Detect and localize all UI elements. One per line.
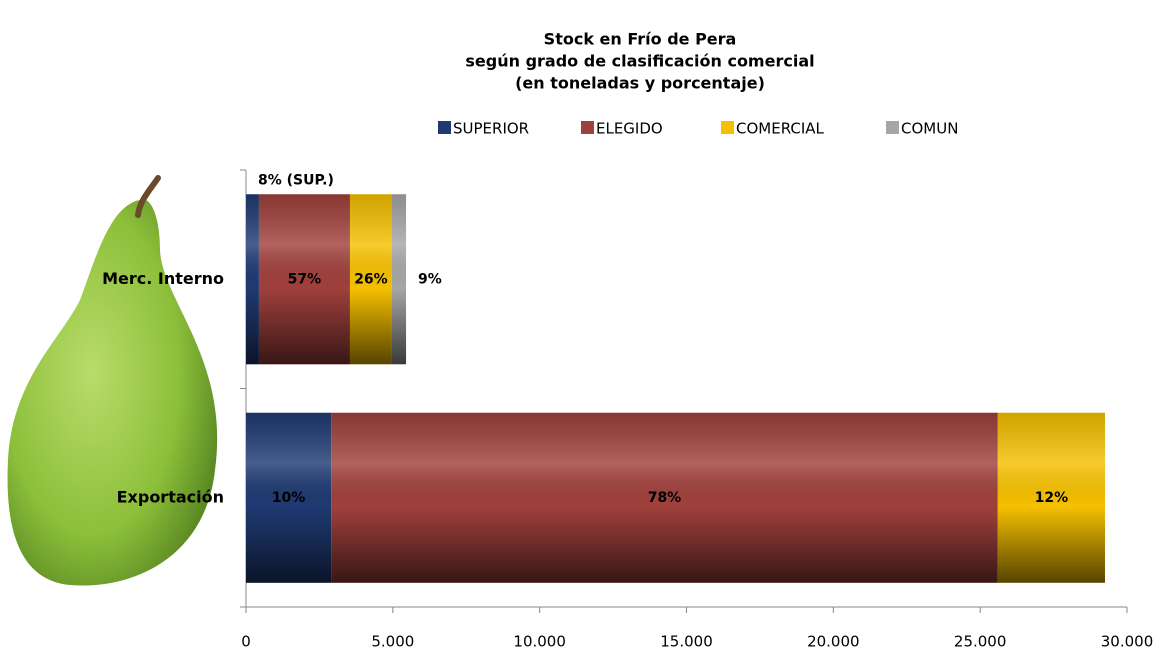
x-tick-label: 0 — [241, 633, 251, 650]
legend-label: ELEGIDO — [596, 120, 663, 138]
x-tick-label: 20.000 — [807, 633, 860, 650]
legend-label: COMUN — [901, 120, 958, 138]
data-label: 57% — [288, 271, 322, 287]
legend-label: COMERCIAL — [736, 120, 825, 138]
chart: Stock en Frío de Pera según grado de clas… — [0, 0, 1163, 650]
bar-shading — [392, 194, 406, 364]
legend-swatch — [721, 121, 734, 134]
data-label: 8% (SUP.) — [258, 172, 334, 188]
legend-swatch — [581, 121, 594, 134]
category-label: Exportación — [117, 487, 224, 506]
x-tick-label: 15.000 — [660, 633, 713, 650]
data-label: 9% — [418, 271, 442, 287]
pear-illustration — [8, 178, 218, 586]
chart-title: según grado de clasificación comercial — [465, 52, 814, 71]
data-label: 78% — [648, 490, 682, 506]
x-tick-label: 30.000 — [1101, 633, 1154, 650]
data-label: 26% — [354, 271, 388, 287]
legend-swatch — [886, 121, 899, 134]
category-label: Merc. Interno — [102, 269, 224, 288]
chart-title: (en toneladas y porcentaje) — [515, 74, 765, 93]
legend-swatch — [438, 121, 451, 134]
chart-title: Stock en Frío de Pera — [544, 30, 737, 49]
bar-shading — [246, 194, 259, 364]
data-label: 12% — [1035, 490, 1069, 506]
x-tick-label: 25.000 — [954, 633, 1007, 650]
x-tick-label: 5.000 — [371, 633, 414, 650]
legend-label: SUPERIOR — [453, 120, 529, 138]
x-tick-label: 10.000 — [513, 633, 566, 650]
data-label: 10% — [272, 490, 306, 506]
